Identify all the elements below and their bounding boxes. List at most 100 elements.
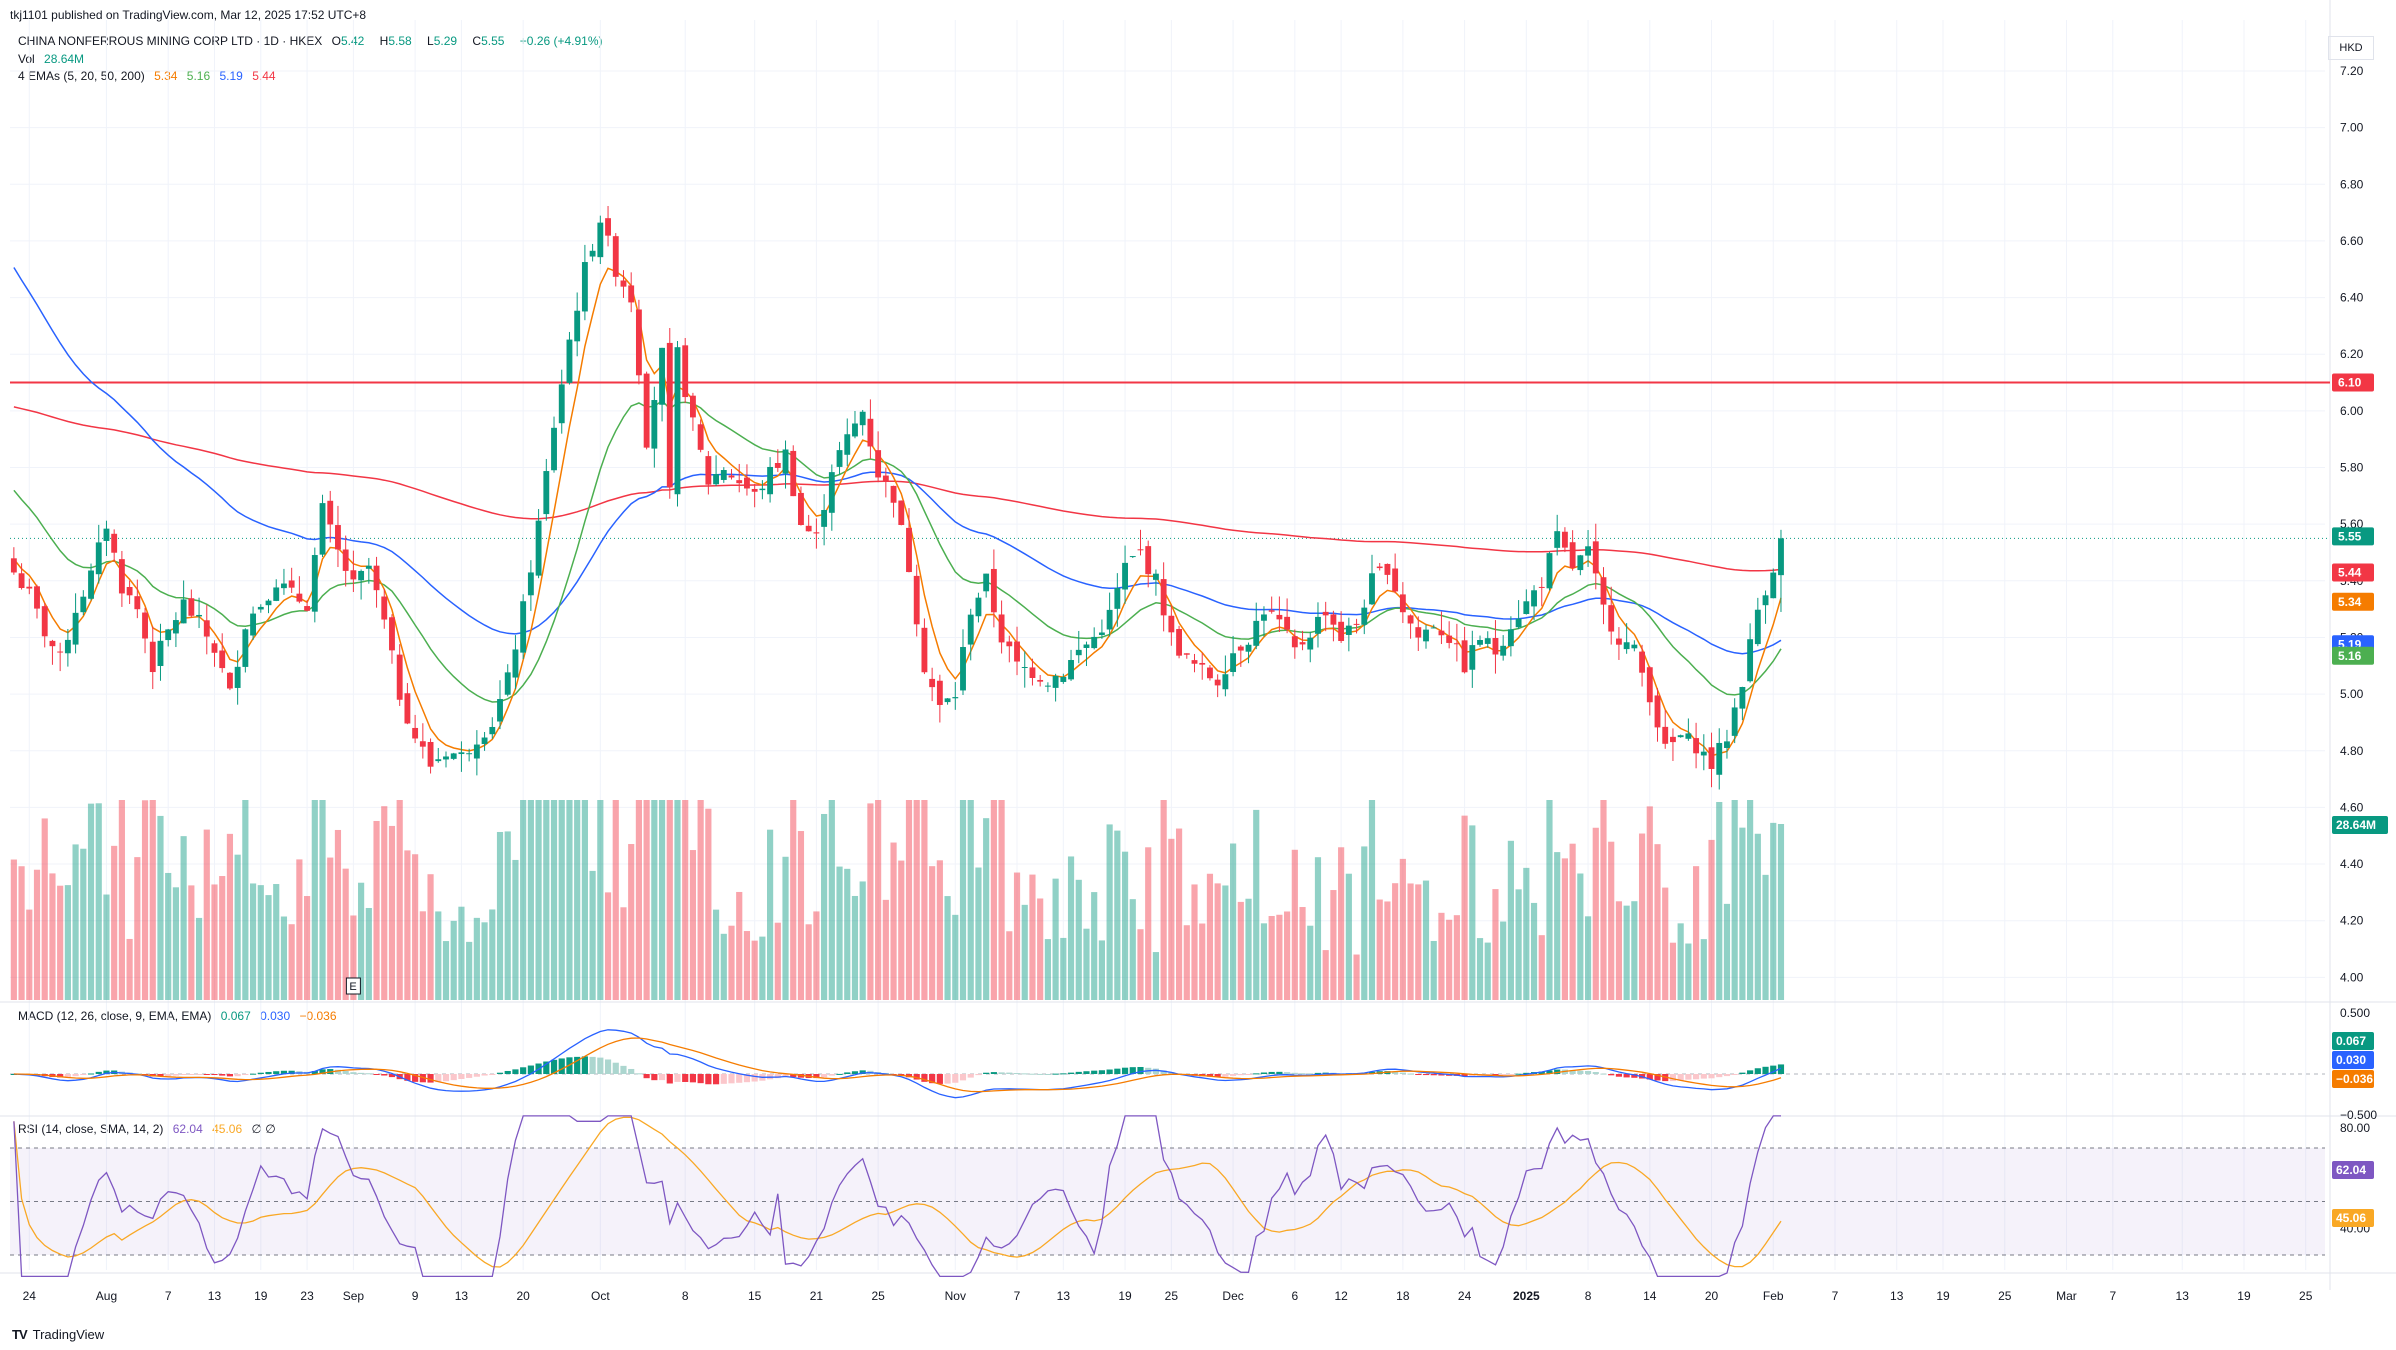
candle-body[interactable] (1091, 636, 1098, 649)
candle-body[interactable] (1338, 621, 1345, 641)
candle-body[interactable] (589, 250, 596, 257)
candle-body[interactable] (612, 236, 619, 277)
candle-body[interactable] (1299, 642, 1306, 645)
candle-body[interactable] (126, 586, 133, 596)
candle-body[interactable] (427, 741, 434, 767)
candle-body[interactable] (867, 418, 874, 447)
candle-body[interactable] (149, 641, 156, 673)
candle-body[interactable] (1554, 531, 1561, 548)
candle-body[interactable] (188, 598, 195, 616)
candle-body[interactable] (381, 596, 388, 620)
candle-body[interactable] (1353, 623, 1360, 625)
candle-body[interactable] (635, 309, 642, 376)
candle-body[interactable] (875, 450, 882, 478)
candle-body[interactable] (1600, 577, 1607, 605)
candle-body[interactable] (844, 434, 851, 455)
candle-body[interactable] (1399, 594, 1406, 613)
tradingview-brand[interactable]: TV TradingView (12, 1327, 104, 1342)
candle-body[interactable] (960, 647, 966, 691)
candle-body[interactable] (450, 753, 457, 759)
candle-body[interactable] (288, 580, 295, 588)
candle-body[interactable] (1515, 618, 1522, 628)
candle-body[interactable] (1122, 562, 1128, 590)
candle-body[interactable] (535, 520, 542, 576)
candle-body[interactable] (720, 470, 727, 480)
candle-body[interactable] (828, 472, 835, 513)
candle-body[interactable] (1423, 629, 1429, 642)
candle-body[interactable] (1230, 653, 1237, 672)
candle-body[interactable] (1214, 679, 1221, 686)
candle-body[interactable] (1615, 638, 1622, 645)
candle-body[interactable] (219, 650, 226, 669)
candle-body[interactable] (435, 759, 442, 762)
candle-body[interactable] (1662, 726, 1669, 744)
candle-body[interactable] (1253, 620, 1260, 646)
candle-body[interactable] (744, 477, 750, 489)
candle-body[interactable] (1307, 637, 1314, 650)
candle-body[interactable] (1631, 644, 1638, 649)
candle-body[interactable] (651, 400, 658, 449)
candle-body[interactable] (1585, 546, 1591, 556)
candle-body[interactable] (620, 280, 627, 287)
candle-body[interactable] (821, 509, 828, 527)
candle-body[interactable] (373, 565, 380, 591)
candle-body[interactable] (1245, 644, 1252, 652)
candle-body[interactable] (296, 593, 303, 602)
candle-body[interactable] (1276, 614, 1283, 620)
candle-body[interactable] (1762, 595, 1769, 606)
candle-body[interactable] (257, 606, 264, 610)
candle-body[interactable] (489, 726, 496, 735)
candle-body[interactable] (697, 424, 704, 450)
candle-body[interactable] (1075, 649, 1082, 656)
volume-legend[interactable]: Vol 28.64M (18, 52, 90, 66)
candle-body[interactable] (1137, 549, 1144, 551)
candle-body[interactable] (605, 218, 611, 236)
candle-body[interactable] (1623, 642, 1630, 650)
candle-body[interactable] (1716, 742, 1723, 775)
candle-body[interactable] (1106, 609, 1113, 630)
candle-body[interactable] (1052, 675, 1059, 688)
candle-body[interactable] (929, 678, 936, 688)
candle-body[interactable] (1098, 632, 1105, 635)
candle-body[interactable] (1477, 640, 1483, 645)
candle-body[interactable] (350, 570, 357, 580)
candle-body[interactable] (1561, 531, 1568, 548)
candle-body[interactable] (103, 528, 110, 541)
candle-body[interactable] (798, 492, 804, 526)
candle-body[interactable] (172, 620, 179, 634)
candle-body[interactable] (1670, 736, 1676, 743)
candle-body[interactable] (1700, 751, 1707, 756)
candle-body[interactable] (774, 462, 781, 468)
candle-body[interactable] (1538, 586, 1545, 588)
candle-body[interactable] (967, 614, 974, 645)
candle-body[interactable] (705, 456, 712, 485)
candle-body[interactable] (1523, 601, 1530, 615)
candle-body[interactable] (365, 565, 372, 569)
candle-body[interactable] (1592, 541, 1599, 574)
candle-body[interactable] (1415, 627, 1422, 638)
candle-body[interactable] (1361, 607, 1368, 625)
candle-body[interactable] (1199, 662, 1206, 665)
ema-legend[interactable]: 4 EMAs (5, 20, 50, 200) 5.34 5.16 5.19 5… (18, 69, 282, 83)
candle-body[interactable] (913, 575, 920, 625)
candle-body[interactable] (1114, 588, 1121, 609)
candle-body[interactable] (1376, 566, 1383, 569)
candle-body[interactable] (49, 640, 56, 647)
candle-body[interactable] (180, 599, 187, 624)
candle-body[interactable] (983, 573, 990, 592)
candle-body[interactable] (358, 570, 365, 581)
candle-body[interactable] (1014, 641, 1020, 662)
candle-body[interactable] (906, 527, 912, 573)
candle-body[interactable] (952, 697, 959, 699)
candle-body[interactable] (1330, 614, 1337, 625)
candle-body[interactable] (1345, 625, 1352, 635)
candle-body[interactable] (242, 629, 249, 667)
candle-body[interactable] (1029, 667, 1036, 678)
candle-body[interactable] (1060, 676, 1067, 682)
candle-body[interactable] (196, 614, 202, 617)
candle-body[interactable] (1770, 572, 1777, 599)
candle-body[interactable] (1677, 735, 1684, 738)
candle-body[interactable] (1724, 741, 1730, 748)
candle-body[interactable] (527, 572, 534, 596)
